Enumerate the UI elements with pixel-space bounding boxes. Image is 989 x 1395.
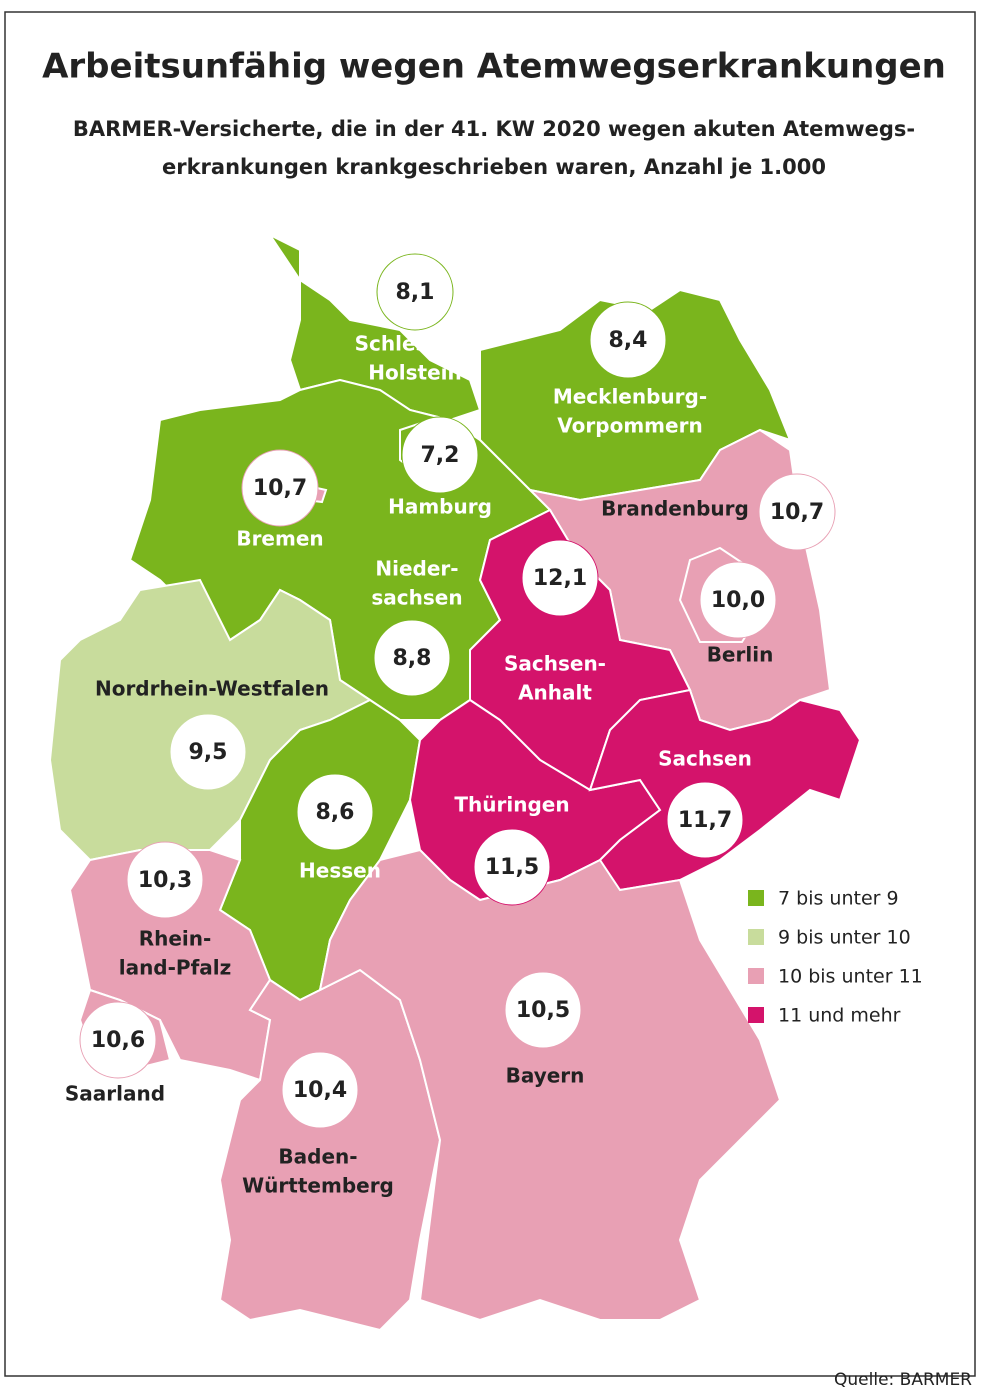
region-value: 12,1 — [533, 566, 587, 591]
value-circle — [79, 1001, 157, 1079]
region-name: Saarland — [65, 1082, 165, 1106]
legend-swatch — [748, 1007, 764, 1023]
region-value: 8,1 — [396, 280, 435, 305]
region-name: Sachsen — [658, 747, 752, 771]
region-value: 9,5 — [189, 740, 228, 765]
region-value: 10,6 — [91, 1028, 145, 1053]
value-circle — [589, 301, 667, 379]
region-name: sachsen — [371, 586, 462, 610]
region-name: Holstein — [368, 361, 461, 385]
region-name: Berlin — [707, 643, 774, 667]
value-circle — [401, 416, 479, 494]
region-value: 11,5 — [485, 855, 539, 880]
region-name: Hamburg — [388, 495, 492, 519]
region-name: Bremen — [236, 527, 323, 551]
region-name: Brandenburg — [601, 497, 749, 521]
map-labels: 8,1 Schleswig- Holstein 8,4 Mecklenburg- Vorp… — [65, 253, 836, 1198]
subtitle: BARMER-Versicherte, die in der 41. KW 20… — [73, 117, 915, 141]
region-value: 10,3 — [138, 868, 192, 893]
legend-label: 10 bis unter 11 — [778, 966, 923, 988]
value-circle — [758, 473, 836, 551]
region-name: Rhein- — [139, 927, 212, 951]
value-circle — [296, 773, 374, 851]
region-value: 10,7 — [253, 476, 307, 501]
region-name: Anhalt — [518, 681, 592, 705]
region-name: Hessen — [299, 859, 381, 883]
value-circle — [473, 828, 551, 906]
region-value: 7,2 — [421, 443, 460, 468]
map — [48, 232, 862, 1332]
region-name: Nieder- — [375, 557, 458, 581]
value-circle — [281, 1051, 359, 1129]
source: Quelle: BARMER — [834, 1370, 972, 1390]
legend-swatch — [748, 890, 764, 906]
legend: 7 bis unter 9 9 bis unter 10 10 bis unter … — [748, 888, 923, 1027]
region-value: 11,7 — [678, 808, 732, 833]
value-circle — [376, 253, 454, 331]
region-name: Sachsen- — [504, 652, 606, 676]
legend-label: 7 bis unter 9 — [778, 888, 899, 910]
region-name: Vorpommern — [557, 414, 702, 438]
region-name: Baden- — [278, 1145, 357, 1169]
value-circle — [373, 619, 451, 697]
title: Arbeitsunfähig wegen Atemwegserkrankunge… — [42, 47, 946, 87]
region-value: 10,0 — [711, 588, 765, 613]
legend-swatch — [748, 968, 764, 984]
value-circle — [521, 539, 599, 617]
value-circle — [241, 449, 319, 527]
region-value: 8,6 — [316, 800, 355, 825]
legend-label: 9 bis unter 10 — [778, 927, 911, 949]
legend-swatch — [748, 929, 764, 945]
value-circle — [169, 713, 247, 791]
region-value: 8,4 — [609, 328, 648, 353]
legend-label: 11 und mehr — [778, 1005, 901, 1027]
region-name: Bayern — [506, 1064, 585, 1088]
region-value: 10,7 — [770, 500, 824, 525]
region-name: Mecklenburg- — [553, 385, 707, 409]
region-name: Thüringen — [454, 793, 569, 817]
region-value: 10,5 — [516, 998, 570, 1023]
region-name: Nordrhein-Westfalen — [95, 677, 329, 701]
value-circle — [699, 561, 777, 639]
subtitle: erkrankungen krankgeschrieben waren, Anz… — [162, 155, 826, 179]
region-value: 8,8 — [393, 646, 432, 671]
region-name: Schleswig- — [355, 332, 476, 356]
region — [318, 848, 782, 1322]
value-circle — [126, 841, 204, 919]
value-circle — [504, 971, 582, 1049]
frame — [4, 11, 976, 1377]
region-name: Württemberg — [242, 1174, 394, 1198]
region-value: 10,4 — [293, 1078, 347, 1103]
region-name: land-Pfalz — [119, 956, 232, 980]
value-circle — [666, 781, 744, 859]
